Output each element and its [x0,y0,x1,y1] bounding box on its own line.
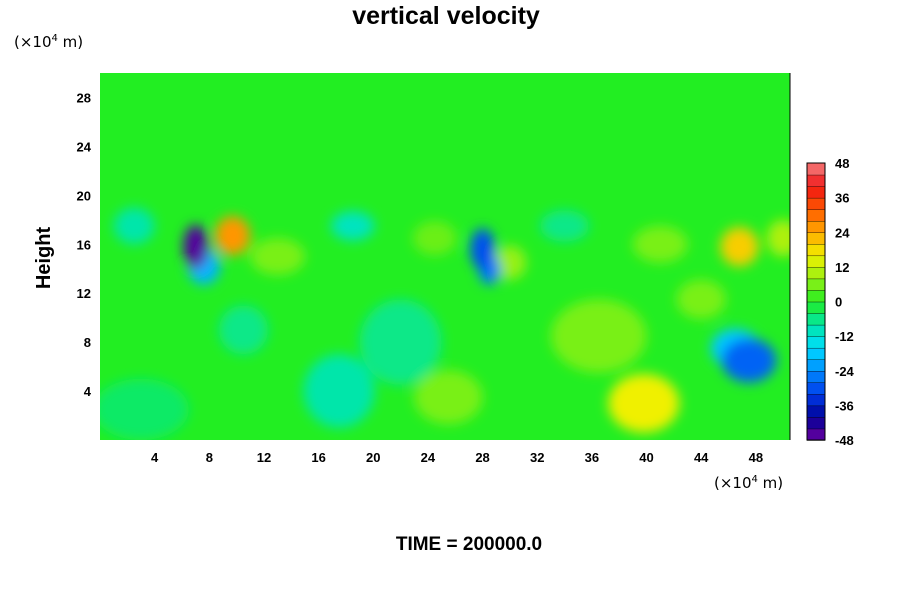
field-feature-5 [539,210,590,242]
x-tick-label: 48 [749,450,763,465]
colorbar-segment [806,208,826,222]
x-tick-label: 20 [366,450,380,465]
colorbar-segment [806,312,826,326]
y-tick-label: 24 [77,139,92,154]
plot-area [100,73,791,440]
field-feature-2 [550,299,647,373]
y-tick-label: 20 [77,188,91,203]
field-feature-7 [414,370,483,425]
colorbar-segment [806,278,826,291]
x-tick-label: 8 [206,450,213,465]
colorbar-tick-label: -48 [835,433,854,448]
field-feature-15 [608,373,680,433]
colorbar-segment [806,185,826,199]
colorbar-tick-label: 0 [835,295,842,310]
field-feature-12 [113,207,155,245]
field-feature-23 [183,224,208,269]
field-feature-4 [250,238,305,275]
colorbar-segment [806,416,826,430]
x-tick-label: 32 [530,450,544,465]
x-tick-label: 40 [639,450,653,465]
colorbar-segment [806,174,826,187]
colorbar-tick-label: 12 [835,260,849,275]
colorbar-segment [806,243,826,257]
colorbar-segment [806,359,826,372]
field-feature-0 [100,378,189,440]
colorbar-segment [806,324,826,337]
colorbar-tick-label: -36 [835,398,854,413]
y-axis-unit: (×104 m) [14,33,83,51]
colorbar-segment [806,301,826,314]
field-feature-21 [721,338,777,383]
colorbar-segment [806,220,826,233]
colorbar-segment [806,197,826,210]
field-feature-3 [359,299,442,385]
colorbar-tick-label: -12 [835,329,854,344]
y-tick-label: 8 [84,335,91,350]
colorbar-segment [806,266,826,280]
colorbar-segment [806,393,826,407]
colorbar-segment [806,347,826,360]
field-feature-6 [632,225,688,263]
x-tick-label: 44 [694,450,709,465]
chart-title: vertical velocity [352,2,540,30]
colorbar-tick-labels: 48 36 24 12 0 -12 -24 -36 -48 [835,156,855,448]
y-tick-labels: 4 8 12 16 20 24 28 [77,90,92,399]
colorbar-tick-label: 24 [835,225,850,240]
x-tick-label: 12 [257,450,271,465]
y-tick-label: 16 [77,237,91,252]
field-feature-9 [218,305,269,355]
field-feature-22 [470,228,495,270]
colorbar [806,162,826,441]
colorbar-segment [806,255,826,268]
field-feature-19 [214,216,251,256]
x-tick-label: 24 [421,450,436,465]
field-feature-10 [493,245,527,280]
colorbar-segment [806,162,826,176]
colorbar-tick-label: 48 [835,156,849,171]
field-feature-13 [330,211,375,241]
x-tick-labels: 4 8 12 16 20 24 28 32 36 40 44 48 [151,450,763,465]
x-axis-unit: (×104 m) [714,474,783,492]
field-feature-18 [720,227,759,267]
y-tick-label: 28 [77,90,91,105]
x-tick-label: 16 [311,450,325,465]
x-tick-label: 28 [475,450,489,465]
colorbar-segment [806,370,826,383]
field-feature-11 [303,354,375,428]
y-tick-label: 12 [77,286,91,301]
y-tick-label: 4 [84,384,92,399]
field-feature-8 [676,279,726,319]
x-tick-label: 4 [151,450,159,465]
y-axis-label: Height [33,227,55,290]
colorbar-frame [806,162,826,441]
field-feature-1 [412,221,457,256]
field-feature-14 [766,219,790,257]
colorbar-segment [806,335,826,349]
colorbar-segment [806,232,826,245]
colorbar-tick-label: 36 [835,191,849,206]
time-label: TIME = 200000.0 [396,534,542,555]
colorbar-segment [806,289,826,303]
velocity-field [100,207,790,440]
x-tick-label: 36 [585,450,599,465]
colorbar-segment [806,405,826,418]
colorbar-tick-label: -24 [835,364,855,379]
colorbar-segment [806,382,826,395]
colorbar-segment [806,428,826,441]
